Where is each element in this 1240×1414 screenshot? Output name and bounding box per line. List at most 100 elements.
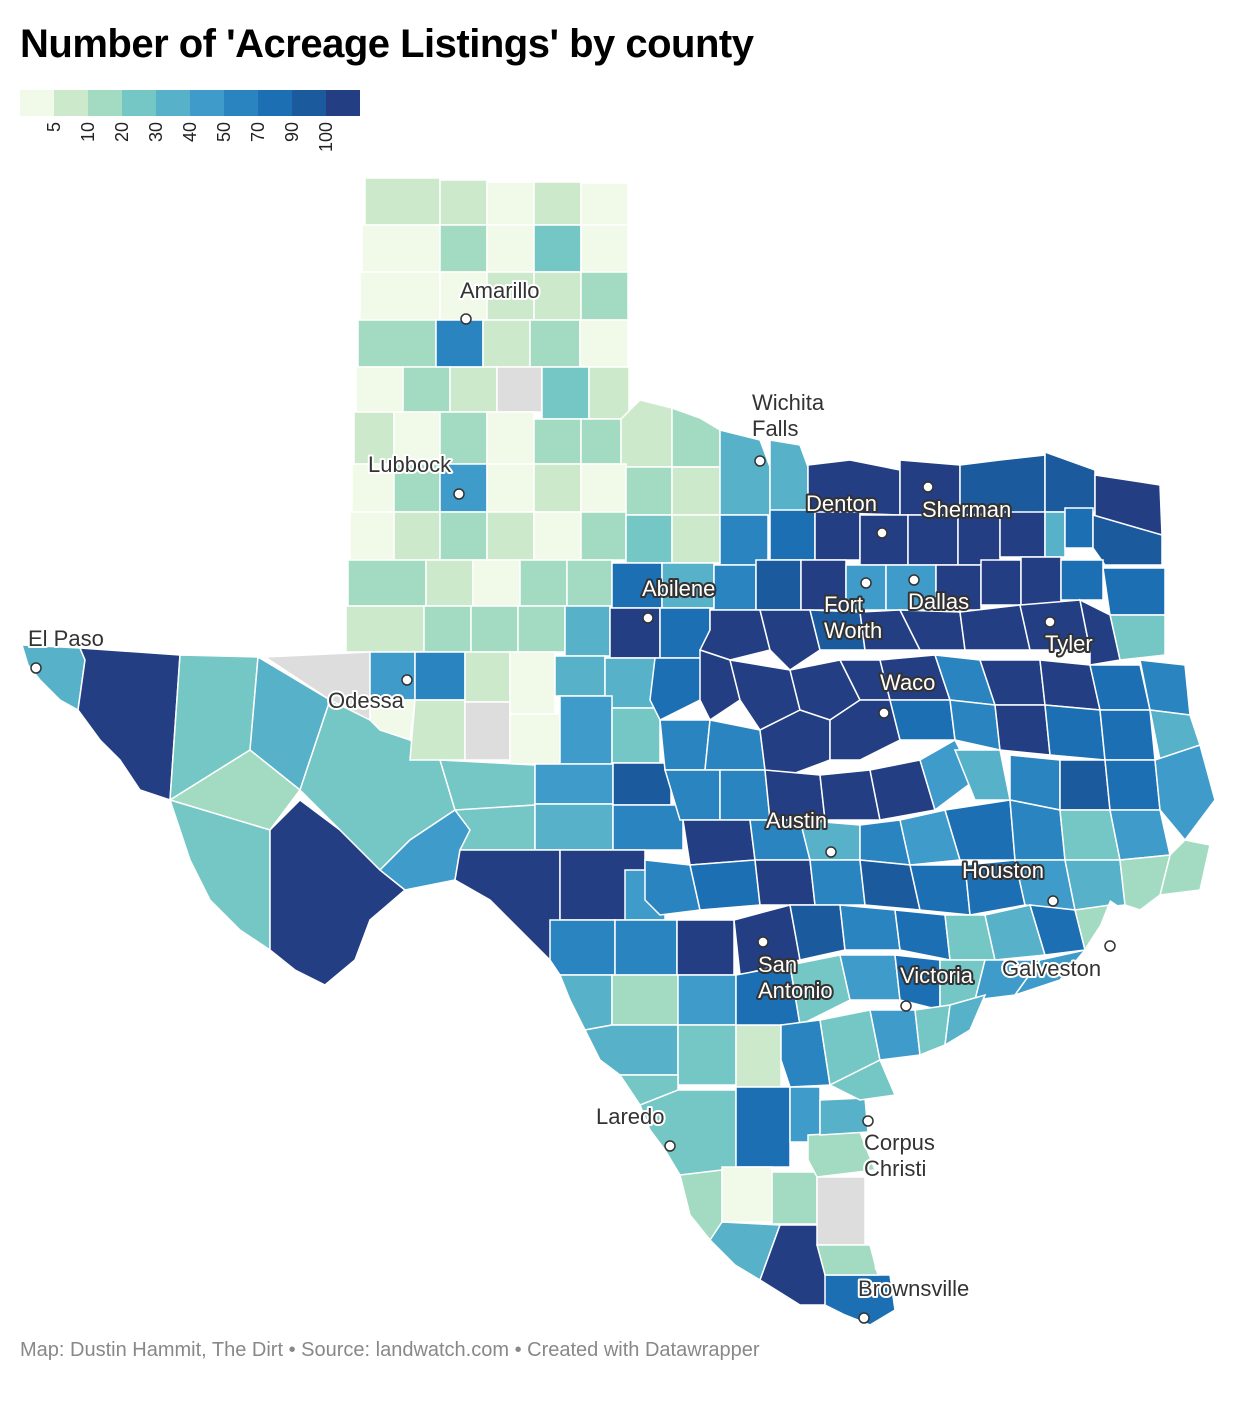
county[interactable] <box>580 182 629 226</box>
county[interactable] <box>77 647 181 802</box>
county[interactable] <box>534 803 614 851</box>
county[interactable] <box>1064 859 1126 911</box>
county[interactable] <box>957 514 1001 566</box>
county[interactable] <box>1059 759 1111 811</box>
county[interactable] <box>533 181 582 226</box>
county[interactable] <box>464 651 511 703</box>
county[interactable] <box>659 719 711 771</box>
county[interactable] <box>800 559 847 611</box>
county-no-data[interactable] <box>464 701 511 761</box>
city-marker[interactable]: Galveston <box>1000 940 1116 983</box>
city-dot[interactable] <box>862 1115 874 1127</box>
county[interactable] <box>439 271 488 321</box>
county[interactable] <box>816 1244 879 1276</box>
county[interactable] <box>355 366 404 413</box>
county[interactable] <box>604 657 656 709</box>
city-dot[interactable] <box>860 577 872 589</box>
county[interactable] <box>769 439 809 513</box>
county[interactable] <box>439 179 488 226</box>
county[interactable] <box>449 366 498 413</box>
county[interactable] <box>625 466 673 516</box>
county[interactable] <box>361 224 441 273</box>
county[interactable] <box>719 514 769 566</box>
city-marker[interactable]: Houston <box>960 856 1059 907</box>
county[interactable] <box>425 559 474 607</box>
county[interactable] <box>580 511 627 561</box>
county[interactable] <box>482 319 531 368</box>
county[interactable] <box>719 769 771 821</box>
county[interactable] <box>533 463 582 513</box>
county[interactable] <box>1020 556 1062 606</box>
county[interactable] <box>580 463 627 513</box>
county[interactable] <box>612 804 684 851</box>
county[interactable] <box>721 1166 773 1223</box>
county[interactable] <box>554 655 606 697</box>
city-dot[interactable] <box>858 1312 870 1324</box>
county[interactable] <box>612 762 672 806</box>
county[interactable] <box>566 559 613 607</box>
county[interactable] <box>534 763 614 805</box>
city-dot[interactable] <box>908 574 920 586</box>
city-marker[interactable]: Denton <box>804 489 888 539</box>
county[interactable] <box>393 463 441 513</box>
county[interactable] <box>349 511 395 561</box>
county[interactable] <box>759 609 821 671</box>
county[interactable] <box>671 466 721 516</box>
county-no-data[interactable] <box>816 1176 866 1246</box>
county[interactable] <box>20 644 86 712</box>
city-marker[interactable]: Austin <box>764 806 837 858</box>
county[interactable] <box>676 919 735 976</box>
county[interactable] <box>671 514 721 564</box>
county[interactable] <box>677 1024 737 1086</box>
county[interactable] <box>486 271 535 321</box>
county[interactable] <box>364 177 441 226</box>
county[interactable] <box>1078 598 1121 666</box>
city-dot[interactable] <box>754 455 766 467</box>
city-marker[interactable]: Amarillo <box>458 276 541 325</box>
city-marker[interactable]: Lubbock <box>366 450 465 500</box>
city-dot[interactable] <box>401 674 413 686</box>
city-dot[interactable] <box>900 1000 912 1012</box>
city-marker[interactable]: Dallas <box>906 574 971 616</box>
county[interactable] <box>819 1097 869 1136</box>
county[interactable] <box>580 271 629 321</box>
county[interactable] <box>679 1169 723 1241</box>
county[interactable] <box>769 509 816 561</box>
county[interactable] <box>533 224 582 273</box>
county[interactable] <box>713 564 757 611</box>
county[interactable] <box>814 511 861 561</box>
county[interactable] <box>509 713 561 765</box>
county[interactable] <box>359 271 441 321</box>
city-dot[interactable] <box>1044 616 1056 628</box>
city-dot[interactable] <box>1047 895 1059 907</box>
county[interactable] <box>580 418 622 465</box>
city-dot[interactable] <box>664 1140 676 1152</box>
county[interactable] <box>472 559 521 607</box>
county[interactable] <box>839 904 901 951</box>
city-dot[interactable] <box>1104 940 1116 952</box>
county[interactable] <box>1089 664 1151 711</box>
county[interactable] <box>529 319 581 368</box>
city-dot[interactable] <box>876 527 888 539</box>
county[interactable] <box>980 559 1022 606</box>
county[interactable] <box>414 651 466 701</box>
city-marker[interactable]: El Paso <box>26 624 106 674</box>
county[interactable] <box>1044 704 1106 761</box>
city-marker[interactable]: Sherman <box>920 481 1013 524</box>
county[interactable] <box>1092 514 1163 566</box>
county[interactable] <box>719 429 771 516</box>
county[interactable] <box>1013 948 1087 997</box>
county[interactable] <box>486 411 535 465</box>
county[interactable] <box>611 974 679 1026</box>
city-dot[interactable] <box>825 846 837 858</box>
county[interactable] <box>409 699 466 761</box>
county[interactable] <box>517 605 566 653</box>
county[interactable] <box>755 559 802 611</box>
county[interactable] <box>1044 511 1066 558</box>
county-no-data[interactable] <box>496 366 543 413</box>
county[interactable] <box>509 651 556 715</box>
county[interactable] <box>558 974 613 1031</box>
